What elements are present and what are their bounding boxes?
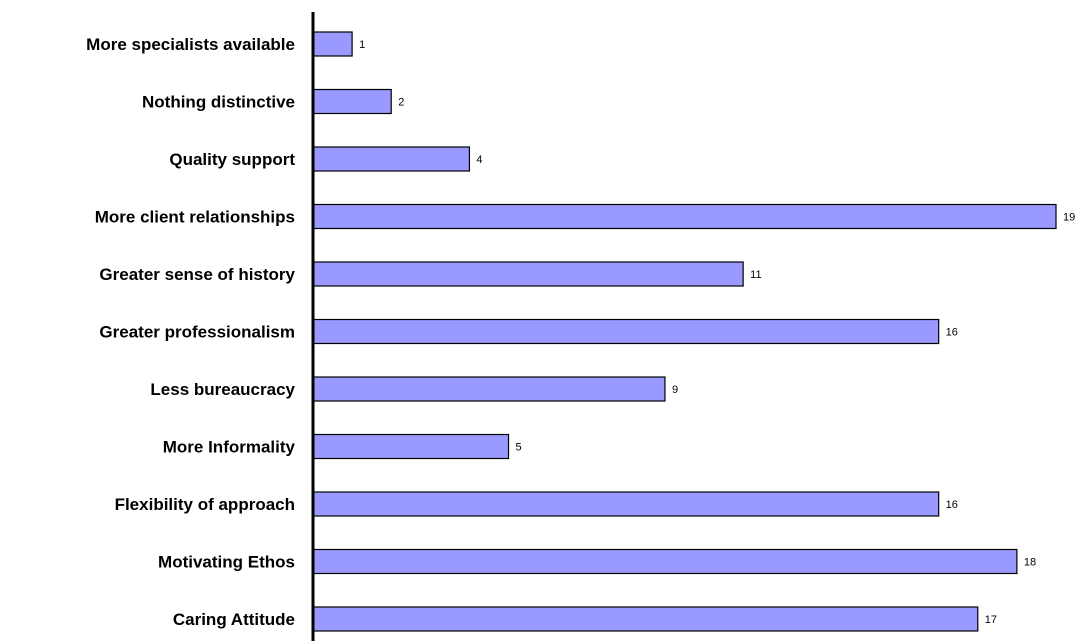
category-label: Nothing distinctive: [142, 93, 295, 112]
bar: [312, 433, 510, 460]
category-label: Motivating Ethos: [158, 553, 295, 572]
category-label: Quality support: [169, 150, 295, 169]
bar: [312, 88, 392, 115]
category-label: Flexibility of approach: [115, 495, 295, 514]
category-label: More client relationships: [95, 208, 295, 227]
bar: [312, 376, 666, 402]
category-label: Caring Attitude: [173, 610, 295, 629]
data-label: 9: [672, 384, 678, 396]
bar: [312, 606, 979, 632]
data-label: 4: [476, 154, 482, 166]
data-label: 19: [1063, 212, 1075, 224]
category-label: Less bureaucracy: [150, 380, 295, 399]
category-labels: More specialists available Nothing distin…: [86, 35, 295, 629]
bar: [312, 491, 940, 517]
data-label: 2: [398, 97, 404, 109]
data-label: 16: [946, 499, 958, 511]
bar: [312, 318, 940, 345]
category-label: Greater sense of history: [99, 265, 295, 284]
bars-layer: [312, 31, 1057, 632]
bar: [312, 261, 744, 287]
bar: [312, 146, 471, 172]
category-label: More Informality: [163, 438, 296, 457]
bar: [312, 31, 353, 57]
category-label: Greater professionalism: [99, 323, 295, 342]
data-label: 1: [359, 39, 365, 51]
data-label: 5: [516, 442, 522, 454]
data-label: 18: [1024, 557, 1036, 569]
data-label: 16: [946, 327, 958, 339]
bar: [312, 548, 1018, 575]
bar: [312, 203, 1057, 230]
data-label: 17: [985, 614, 997, 626]
data-label: 11: [750, 269, 761, 281]
category-label: More specialists available: [86, 35, 295, 54]
value-labels: 1 2 4 19 11 16 9 5 16 18 17: [359, 39, 1075, 626]
